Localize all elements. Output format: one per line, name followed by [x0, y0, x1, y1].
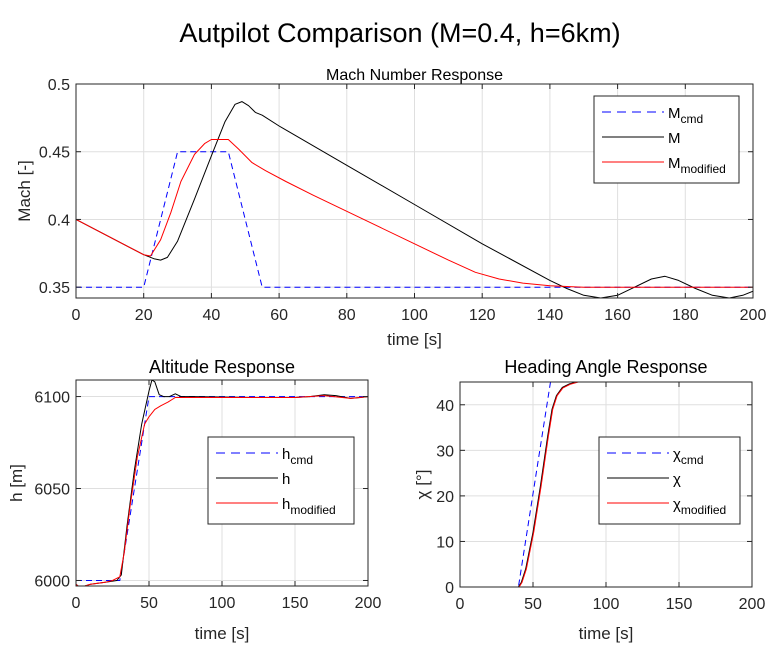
legend-entry: hmodified: [282, 496, 336, 517]
x-tick-label: 200: [739, 596, 766, 613]
x-tick-label: 60: [270, 307, 288, 324]
x-tick-label: 200: [740, 307, 767, 324]
x-tick-label: 50: [140, 595, 158, 612]
legend-entry-name: h: [282, 446, 290, 463]
x-tick-label: 120: [469, 307, 496, 324]
y-axis-label: h [m]: [7, 464, 26, 502]
x-axis-label: time [s]: [195, 624, 250, 643]
x-tick-label: 150: [282, 595, 309, 612]
legend-entry: M: [668, 130, 681, 147]
x-tick-label: 0: [72, 595, 81, 612]
y-tick-label: 0.5: [48, 77, 70, 94]
y-tick-label: 0.35: [39, 280, 70, 297]
x-tick-label: 80: [338, 307, 356, 324]
series-line-M: [76, 101, 753, 298]
series-line-M-cmd: [76, 151, 753, 288]
legend-entry: χ: [673, 471, 681, 488]
x-tick-label: 40: [203, 307, 221, 324]
y-tick-label: 6000: [34, 573, 70, 590]
legend-entry-subscript: modified: [681, 503, 726, 517]
legend-entry-name: χ: [673, 496, 681, 513]
x-tick-label: 100: [209, 595, 236, 612]
legend-entry: Mcmd: [668, 105, 703, 126]
legend-entry-subscript: modified: [681, 162, 726, 176]
x-axis-label: time [s]: [579, 624, 634, 643]
x-tick-label: 160: [604, 307, 631, 324]
x-tick-label: 140: [537, 307, 564, 324]
y-axis-label: χ [°]: [413, 470, 432, 500]
axes-3: 0 50 100 150 200 0 10 20 30 40 Heading Angle Respo…: [413, 357, 765, 643]
series-line-h-modified: [76, 395, 368, 586]
x-tick-label: 0: [456, 596, 465, 613]
axes-title: Mach Number Response: [326, 67, 503, 84]
legend-entry-name: χ: [673, 446, 681, 463]
series-line-h-cmd: [76, 396, 368, 581]
y-tick-label: 0.4: [48, 212, 70, 229]
legend-entry-name: M: [668, 155, 681, 172]
legend-entry: χcmd: [673, 446, 704, 467]
y-axis-label: Mach [-]: [15, 160, 34, 221]
x-tick-label: 20: [135, 307, 153, 324]
legend-box: [593, 95, 740, 184]
legend-entry-name: h: [282, 471, 290, 488]
y-tick-label: 0.45: [39, 145, 70, 162]
y-tick-label: 10: [436, 534, 454, 551]
axes-title: Heading Angle Response: [504, 357, 707, 377]
legend-box: [207, 436, 355, 525]
legend-entry-name: χ: [673, 471, 681, 488]
x-tick-label: 180: [672, 307, 699, 324]
y-tick-label: 20: [436, 489, 454, 506]
series-line-M-modified: [76, 139, 753, 288]
x-tick-label: 100: [593, 596, 620, 613]
legend-entry-subscript: modified: [290, 503, 335, 517]
legend-entry-name: h: [282, 496, 290, 513]
legend-entry-name: M: [668, 105, 681, 122]
legend-entry: hcmd: [282, 446, 313, 467]
x-axis-label: time [s]: [387, 330, 442, 349]
legend-entry: χmodified: [673, 496, 726, 517]
x-tick-label: 50: [524, 596, 542, 613]
x-tick-label: 100: [401, 307, 428, 324]
legend-entry-subscript: cmd: [681, 112, 704, 126]
y-tick-label: 6100: [34, 390, 70, 407]
legend-entry-name: M: [668, 130, 681, 147]
axes-1: 0 20 40 60 80 100 120 140 160 180 200 0.35 0.4 0.45 0.…: [15, 67, 766, 349]
legend-entry-subscript: cmd: [681, 453, 704, 467]
axes-title: Altitude Response: [149, 357, 295, 377]
legend-box: [598, 436, 741, 525]
legend-entry: h: [282, 471, 290, 488]
x-tick-label: 150: [666, 596, 693, 613]
y-tick-label: 30: [436, 443, 454, 460]
legend-entry-subscript: cmd: [290, 453, 313, 467]
series-line-x-cmd: [460, 382, 752, 587]
y-tick-label: 40: [436, 398, 454, 415]
legend-entry: Mmodified: [668, 155, 726, 176]
x-tick-label: 0: [72, 307, 81, 324]
x-tick-label: 200: [355, 595, 382, 612]
y-tick-label: 0: [445, 580, 454, 597]
figure-title: Autpilot Comparison (M=0.4, h=6km): [179, 18, 620, 48]
y-tick-label: 6050: [34, 482, 70, 499]
axes-2: 0 50 100 150 200 6000 6050 6100 Altitude Respons…: [7, 357, 381, 643]
